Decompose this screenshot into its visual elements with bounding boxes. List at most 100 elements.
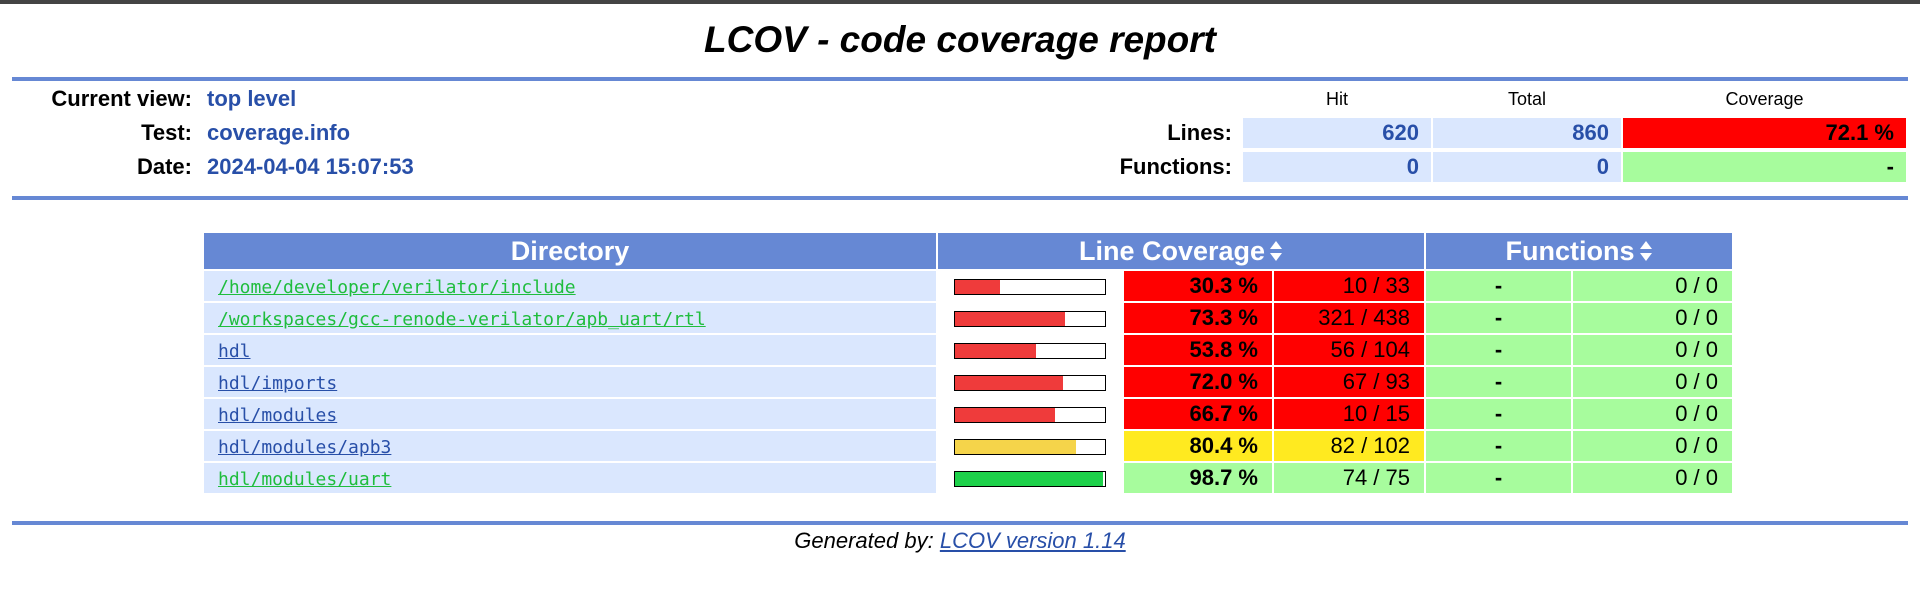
lcov-version-link[interactable]: LCOV version 1.14 [939, 528, 1126, 553]
directory-link[interactable]: /workspaces/gcc-renode-verilator/apb_uar… [218, 309, 706, 330]
table-row: /home/developer/verilator/include 30.3 % 1… [204, 271, 1732, 303]
coverage-bar-cell [938, 335, 1122, 367]
directory-cell: hdl/modules/uart [204, 463, 936, 495]
table-row: hdl/modules 66.7 % 10 / 15-0 / 0 [204, 399, 1732, 431]
line-coverage-count: 67 / 93 [1274, 367, 1424, 399]
footer-divider [12, 521, 1908, 525]
functions-header[interactable]: Functions [1426, 233, 1732, 271]
coverage-bar-cell [938, 367, 1122, 399]
test-label: Test: [141, 120, 192, 145]
current-view-value: top level [207, 86, 297, 111]
line-coverage-count: 56 / 104 [1274, 335, 1424, 367]
directory-link[interactable]: hdl/imports [218, 373, 338, 394]
line-coverage-percent: 66.7 % [1124, 399, 1272, 431]
footer: Generated by: LCOV version 1.14 [0, 528, 1920, 554]
line-coverage-percent: 80.4 % [1124, 431, 1272, 463]
line-coverage-percent: 72.0 % [1124, 367, 1272, 399]
header-divider-bottom [12, 196, 1908, 200]
coverage-bar-fill [955, 440, 1076, 455]
summary-lines-total: 860 [1433, 118, 1621, 148]
footer-prefix: Generated by: [794, 528, 940, 553]
function-coverage-percent: - [1426, 463, 1571, 495]
coverage-bar-cell [938, 303, 1122, 335]
line-coverage-count: 10 / 15 [1274, 399, 1424, 431]
directory-link[interactable]: hdl/modules [218, 405, 338, 426]
top-border [0, 0, 1920, 4]
line-coverage-percent: 53.8 % [1124, 335, 1272, 367]
current-view-label: Current view: [51, 86, 192, 111]
line-coverage-count: 82 / 102 [1274, 431, 1424, 463]
function-coverage-percent: - [1426, 303, 1571, 335]
summary-hit-header: Hit [1326, 89, 1348, 109]
coverage-bar [954, 343, 1106, 360]
line-coverage-count: 10 / 33 [1274, 271, 1424, 303]
line-coverage-count: 321 / 438 [1274, 303, 1424, 335]
directory-cell: /home/developer/verilator/include [204, 271, 936, 303]
table-row: hdl/modules/apb3 80.4 % 82 / 102-0 / 0 [204, 431, 1732, 463]
summary-lines-hit: 620 [1243, 118, 1431, 148]
line-coverage-percent: 73.3 % [1124, 303, 1272, 335]
table-row: hdl/imports 72.0 % 67 / 93-0 / 0 [204, 367, 1732, 399]
function-coverage-percent: - [1426, 335, 1571, 367]
summary-functions-coverage: - [1623, 152, 1906, 182]
date-label: Date: [136, 154, 192, 179]
summary-functions-total: 0 [1433, 152, 1621, 182]
summary-total-header: Total [1507, 89, 1547, 109]
coverage-bar-fill [955, 280, 1001, 295]
line-coverage-percent: 98.7 % [1124, 463, 1272, 495]
summary-lines-coverage: 72.1 % [1623, 118, 1906, 148]
coverage-bar-fill [955, 408, 1056, 423]
line-coverage-header[interactable]: Line Coverage [938, 233, 1424, 271]
coverage-bar [954, 311, 1106, 328]
summary-functions-hit: 0 [1243, 152, 1431, 182]
directory-cell: hdl/modules [204, 399, 936, 431]
coverage-bar [954, 279, 1106, 296]
directory-link[interactable]: /home/developer/verilator/include [218, 277, 576, 298]
directory-cell: hdl [204, 335, 936, 367]
coverage-bar [954, 375, 1106, 392]
function-coverage-count: 0 / 0 [1573, 399, 1732, 431]
page-title: LCOV - code coverage report [704, 19, 1216, 60]
coverage-bar-cell [938, 271, 1122, 303]
function-coverage-percent: - [1426, 271, 1571, 303]
directory-cell: hdl/modules/apb3 [204, 431, 936, 463]
summary-coverage-header: Coverage [1725, 89, 1804, 109]
line-coverage-count: 74 / 75 [1274, 463, 1424, 495]
function-coverage-count: 0 / 0 [1573, 303, 1732, 335]
coverage-bar-cell [938, 463, 1122, 495]
function-coverage-percent: - [1426, 431, 1571, 463]
coverage-bar-cell [938, 431, 1122, 463]
coverage-bar [954, 407, 1106, 424]
coverage-bar-fill [955, 376, 1063, 391]
function-coverage-count: 0 / 0 [1573, 431, 1732, 463]
sort-icon[interactable] [1639, 239, 1653, 263]
directory-cell: /workspaces/gcc-renode-verilator/apb_uar… [204, 303, 936, 335]
directory-link[interactable]: hdl [218, 341, 251, 362]
coverage-bar-cell [938, 399, 1122, 431]
coverage-bar [954, 471, 1106, 488]
directory-header: Directory [204, 233, 936, 271]
function-coverage-percent: - [1426, 367, 1571, 399]
table-row: /workspaces/gcc-renode-verilator/apb_uar… [204, 303, 1732, 335]
coverage-bar-fill [955, 312, 1065, 327]
directory-link[interactable]: hdl/modules/uart [218, 469, 392, 490]
directory-cell: hdl/imports [204, 367, 936, 399]
function-coverage-percent: - [1426, 399, 1571, 431]
summary-lines-label: Lines: [1167, 120, 1232, 145]
coverage-bar [954, 439, 1106, 456]
date-value: 2024-04-04 15:07:53 [207, 154, 414, 179]
function-coverage-count: 0 / 0 [1573, 271, 1732, 303]
directory-link[interactable]: hdl/modules/apb3 [218, 437, 392, 458]
line-coverage-percent: 30.3 % [1124, 271, 1272, 303]
function-coverage-count: 0 / 0 [1573, 335, 1732, 367]
summary-functions-label: Functions: [1119, 154, 1232, 179]
coverage-bar-fill [955, 344, 1036, 359]
test-value: coverage.info [207, 120, 351, 145]
table-row: hdl/modules/uart 98.7 % 74 / 75-0 / 0 [204, 463, 1732, 495]
table-row: hdl 53.8 % 56 / 104-0 / 0 [204, 335, 1732, 367]
directory-coverage-table: Directory Line Coverage Functions /home/… [202, 233, 1734, 495]
sort-icon[interactable] [1269, 239, 1283, 263]
header-divider-top [12, 77, 1908, 81]
function-coverage-count: 0 / 0 [1573, 367, 1732, 399]
coverage-bar-fill [955, 472, 1104, 487]
